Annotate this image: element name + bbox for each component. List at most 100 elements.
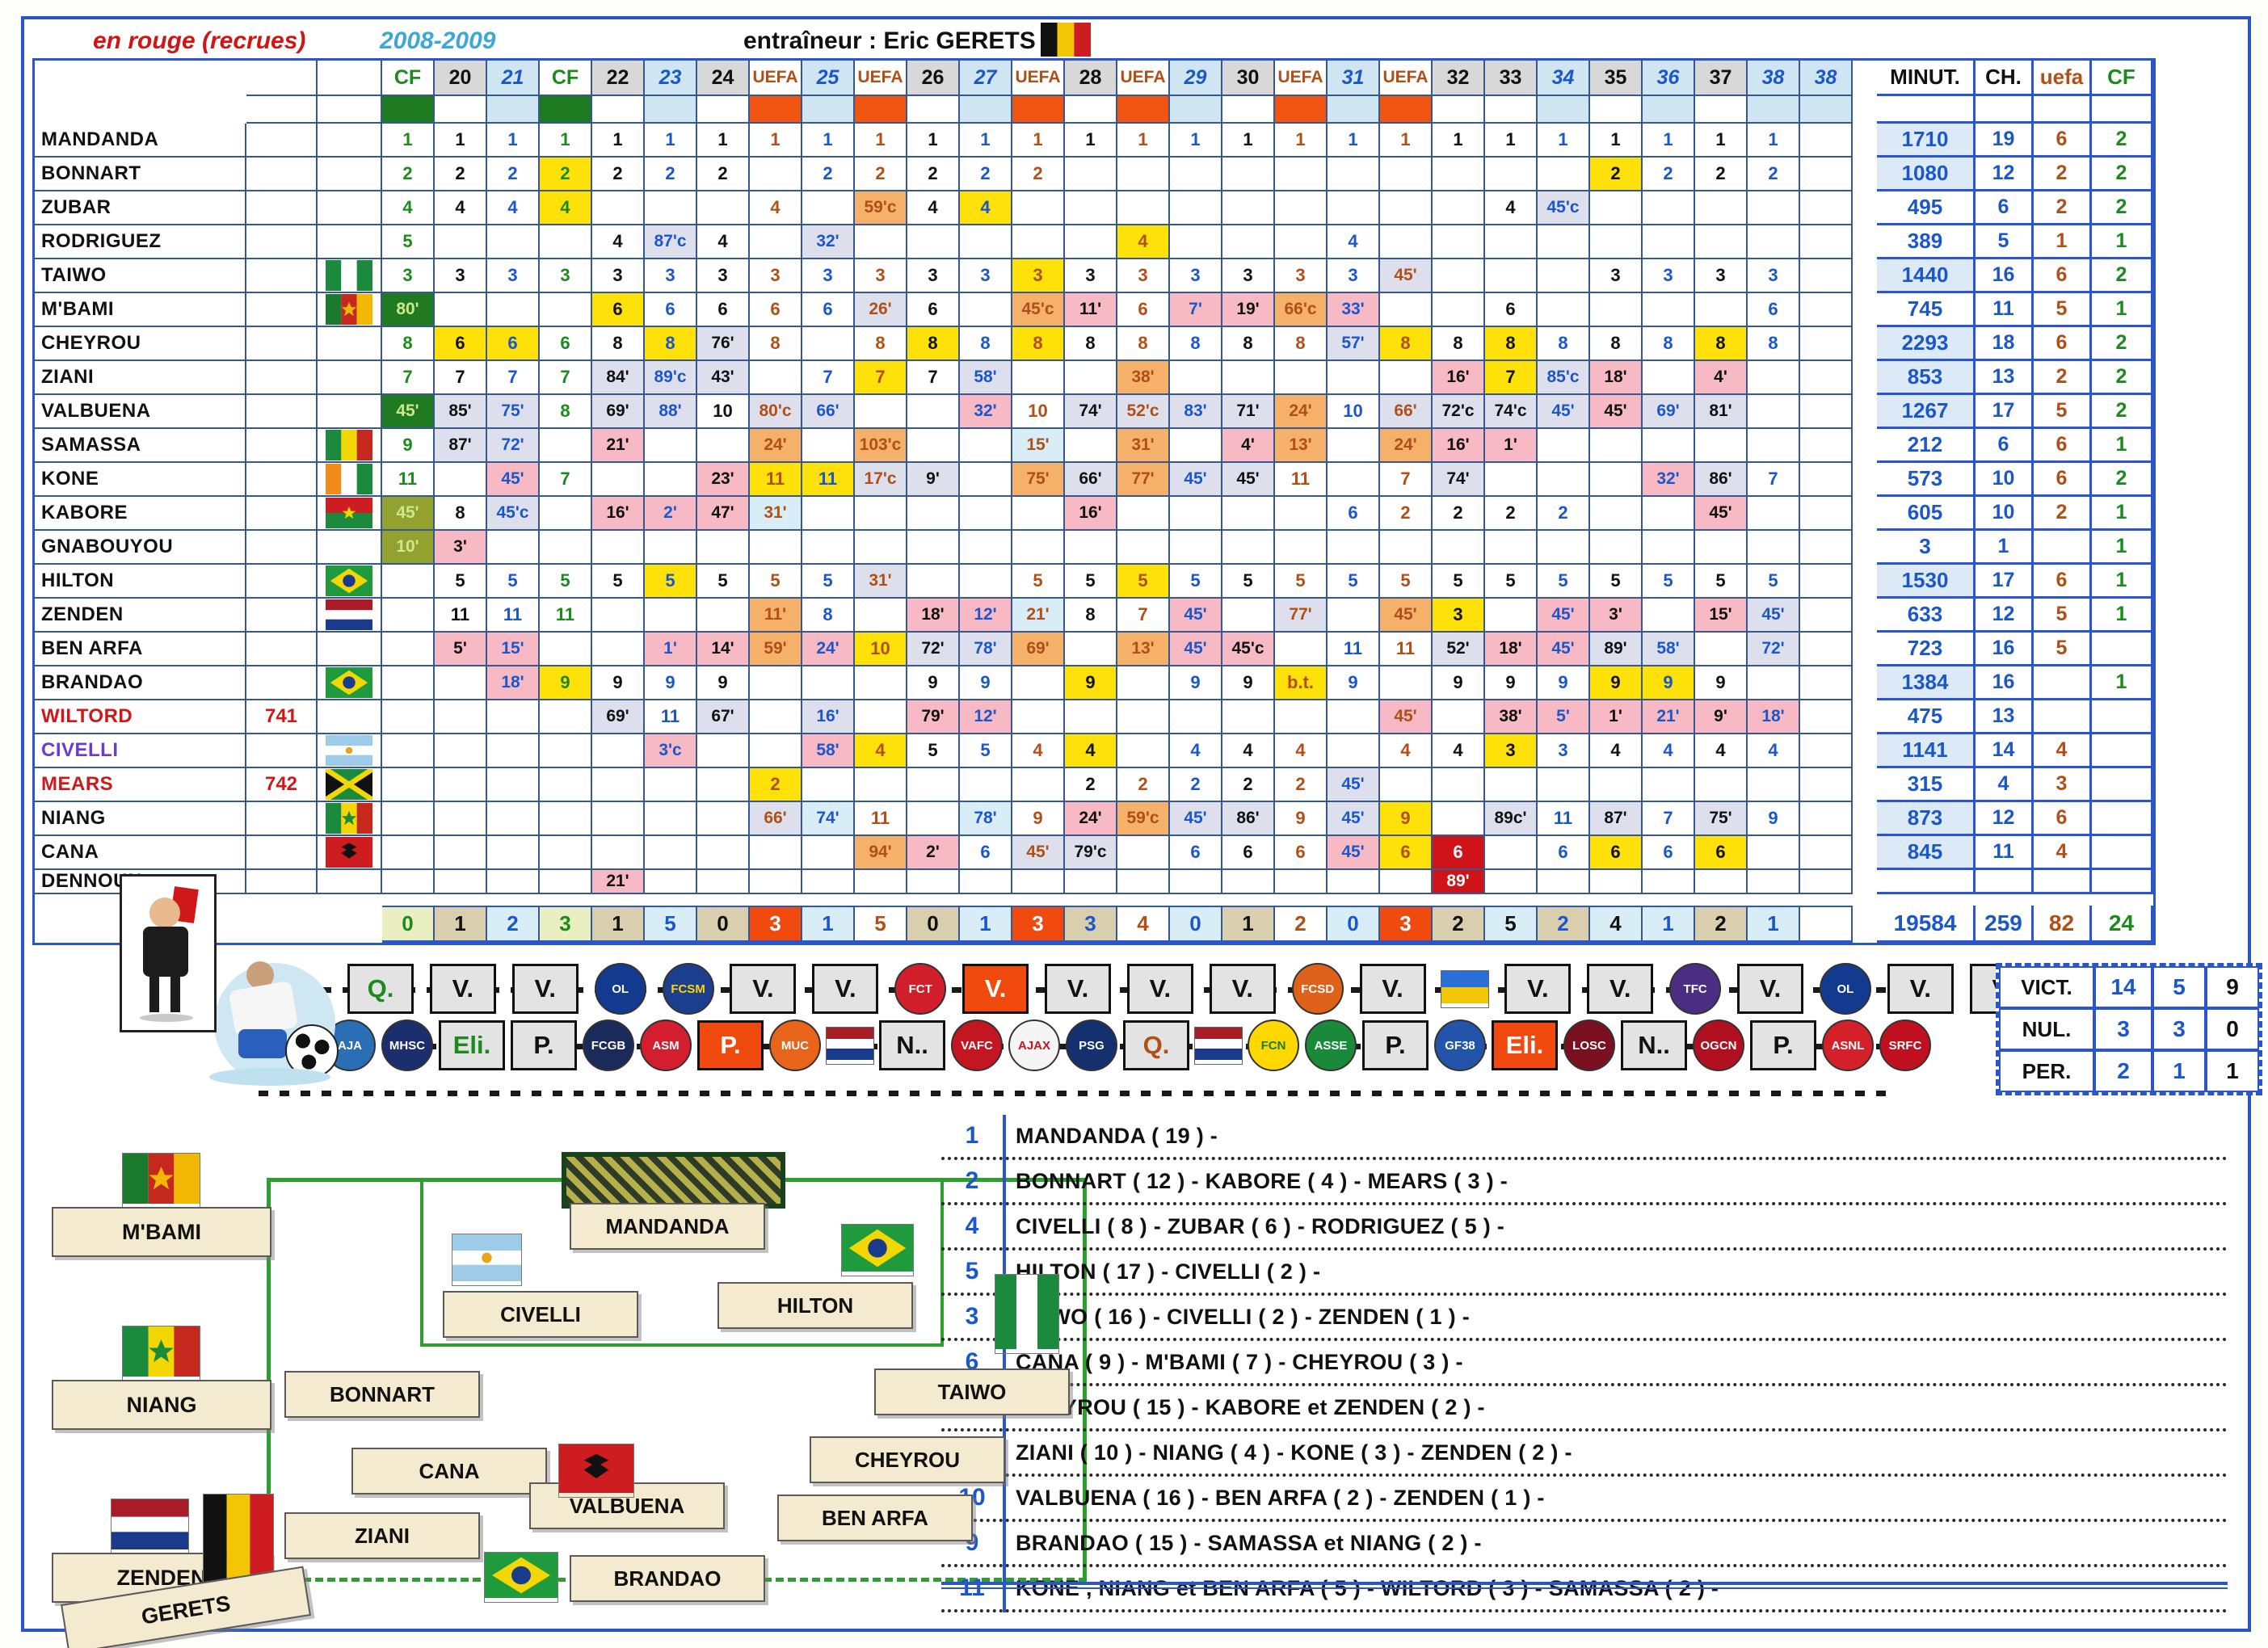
match-cell [1065, 158, 1117, 191]
player-flag [318, 836, 382, 870]
col-header-35: 35 [1590, 61, 1643, 96]
match-cell [435, 463, 487, 497]
match-cell: 85' [435, 395, 487, 429]
match-cell [1380, 666, 1433, 700]
side-flag-senegal [123, 1326, 200, 1381]
match-cell [487, 293, 540, 327]
match-cell [1012, 531, 1065, 565]
match-cell [435, 870, 487, 894]
list-end-rule [941, 1582, 2228, 1589]
match-cell: 7 [1643, 802, 1695, 836]
player-matches: 11 [1976, 836, 2034, 870]
totals-cell: 3 [1065, 906, 1117, 943]
match-cell [1643, 191, 1695, 225]
match-cell [960, 565, 1012, 599]
match-cell [907, 497, 960, 531]
match-cell [960, 768, 1012, 802]
match-cell [1643, 361, 1695, 395]
player-minutes: 389 [1877, 225, 1976, 259]
gap [1117, 894, 1170, 906]
col-strip [382, 96, 435, 124]
match-cell [855, 599, 907, 633]
match-cell: 38' [1485, 700, 1538, 734]
match-cell: 6 [645, 293, 697, 327]
result-box: V. [1359, 964, 1426, 1014]
match-cell: 11' [1065, 293, 1117, 327]
match-cell [1275, 191, 1328, 225]
match-cell [540, 870, 592, 894]
pitch-player-mandanda: MANDANDA [570, 1203, 765, 1250]
player-uefa: 5 [2034, 293, 2092, 327]
match-cell [1065, 225, 1117, 259]
match-cell [540, 802, 592, 836]
match-cell: 66'c [1275, 293, 1328, 327]
match-cell [1695, 870, 1748, 894]
match-cell: 11 [1328, 633, 1380, 666]
match-cell: 8 [540, 395, 592, 429]
result-box: V. [1737, 964, 1804, 1014]
player-number [246, 327, 318, 361]
match-cell [1065, 191, 1117, 225]
match-cell: 21' [592, 870, 645, 894]
match-cell: 11' [750, 599, 802, 633]
match-cell [1800, 531, 1853, 565]
match-cell [382, 633, 435, 666]
result-box: V. [511, 964, 579, 1014]
result-box: V. [429, 964, 496, 1014]
match-cell [1590, 531, 1643, 565]
pitch-player-cana: CANA [351, 1448, 547, 1495]
match-cell: 13' [1275, 429, 1328, 463]
player-flag [318, 497, 382, 531]
match-cell: 8 [1222, 327, 1275, 361]
match-cell [1117, 666, 1170, 700]
match-cell: 45'c [1222, 633, 1275, 666]
match-cell [540, 700, 592, 734]
match-cell: 5 [1012, 565, 1065, 599]
player-uefa: 5 [2034, 395, 2092, 429]
match-cell [1117, 870, 1170, 894]
player-cf: 2 [2092, 259, 2153, 293]
match-cell: 11 [645, 700, 697, 734]
season-label: 2008-2009 [380, 27, 496, 54]
dotted-line-3 [259, 1091, 1891, 1096]
match-cell: 4' [1695, 361, 1748, 395]
match-cell [1590, 429, 1643, 463]
match-cell: 3 [802, 259, 855, 293]
result-box: Eli. [1492, 1020, 1558, 1070]
match-cell: 4 [592, 225, 645, 259]
list-item: 5 HILTON ( 17 ) - CIVELLI ( 2 ) - [941, 1251, 2228, 1296]
match-cell: 4 [1275, 734, 1328, 768]
match-cell: 45' [1590, 395, 1643, 429]
match-cell [1485, 836, 1538, 870]
player-cf [2092, 870, 2153, 894]
match-cell: 8 [435, 497, 487, 531]
match-cell: 1 [960, 124, 1012, 158]
match-cell: 4 [1748, 734, 1800, 768]
match-cell: 24' [1380, 429, 1433, 463]
match-cell [1643, 429, 1695, 463]
match-cell [1117, 734, 1170, 768]
match-cell [1170, 870, 1222, 894]
match-cell: 5 [960, 734, 1012, 768]
col-header-33: 33 [1485, 61, 1538, 96]
match-cell: 2 [1433, 497, 1485, 531]
match-cell [1538, 225, 1590, 259]
player-uefa: 2 [2034, 497, 2092, 531]
match-cell: 7 [1380, 463, 1433, 497]
match-cell [592, 734, 645, 768]
match-cell: 11 [1538, 802, 1590, 836]
spacer [1853, 158, 1877, 191]
player-number [246, 395, 318, 429]
player-uefa: 4 [2034, 836, 2092, 870]
spacer [1853, 734, 1877, 768]
player-matches: 5 [1976, 225, 2034, 259]
match-cell [1328, 734, 1380, 768]
match-cell: 32' [960, 395, 1012, 429]
col-strip [1695, 96, 1748, 124]
match-cell: 4 [960, 191, 1012, 225]
match-cell [382, 768, 435, 802]
match-cell [1380, 870, 1433, 894]
match-cell: 6 [1275, 836, 1328, 870]
match-cell: 87'c [645, 225, 697, 259]
match-cell: 4 [1117, 225, 1170, 259]
